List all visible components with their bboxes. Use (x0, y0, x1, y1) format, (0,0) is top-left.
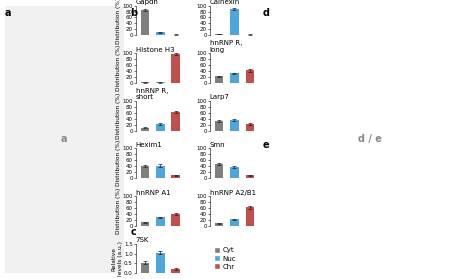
Text: a: a (5, 8, 11, 18)
Bar (230, 219, 238, 226)
Bar (215, 164, 223, 178)
Bar (156, 32, 164, 35)
Text: hnRNP A1: hnRNP A1 (136, 190, 170, 196)
Bar (246, 175, 254, 178)
Bar (172, 54, 180, 83)
Bar (141, 82, 149, 83)
Bar (246, 71, 254, 83)
Bar (141, 166, 149, 178)
Y-axis label: Relative
levels (a.u.): Relative levels (a.u.) (112, 241, 123, 276)
Bar (215, 34, 223, 35)
Text: Larp7: Larp7 (210, 94, 229, 100)
Text: b: b (130, 8, 137, 18)
Bar (230, 167, 238, 178)
Y-axis label: Distribution (%): Distribution (%) (116, 0, 121, 44)
Bar (246, 207, 254, 226)
Text: hnRNP R,
long: hnRNP R, long (210, 40, 242, 53)
Text: Histone H3: Histone H3 (136, 47, 174, 53)
Bar (156, 124, 164, 131)
Text: Calnexin: Calnexin (210, 0, 240, 5)
Bar (156, 217, 164, 226)
Bar (141, 128, 149, 131)
Y-axis label: Distribution (%): Distribution (%) (116, 45, 121, 91)
Text: e: e (263, 140, 270, 150)
Bar (172, 269, 180, 273)
Text: 7SK: 7SK (136, 237, 149, 243)
Text: Smn: Smn (210, 142, 225, 148)
Bar (215, 223, 223, 226)
Bar (141, 263, 149, 273)
Bar (156, 82, 164, 83)
Text: c: c (130, 227, 136, 237)
Bar (156, 252, 164, 273)
Text: a: a (61, 134, 67, 145)
Bar (172, 112, 180, 131)
Text: d / e: d / e (358, 134, 382, 145)
Text: Hexim1: Hexim1 (136, 142, 162, 148)
Bar (141, 10, 149, 35)
Bar (230, 9, 238, 35)
Legend: Cyt, Nuc, Chr: Cyt, Nuc, Chr (213, 247, 236, 270)
Text: d: d (263, 8, 270, 18)
Bar (215, 121, 223, 131)
Bar (156, 166, 164, 178)
Bar (230, 73, 238, 83)
Text: Gapdh: Gapdh (136, 0, 158, 5)
Bar (230, 120, 238, 131)
Y-axis label: Distribution (%): Distribution (%) (116, 188, 121, 234)
Bar (215, 76, 223, 83)
Bar (246, 124, 254, 131)
Y-axis label: Distribution (%): Distribution (%) (116, 140, 121, 186)
Text: hnRNP R,
short: hnRNP R, short (136, 88, 168, 100)
Bar (141, 222, 149, 226)
Y-axis label: Distribution (%): Distribution (%) (116, 93, 121, 139)
Bar (172, 214, 180, 226)
Bar (172, 175, 180, 178)
Text: hnRNP A2/B1: hnRNP A2/B1 (210, 190, 256, 196)
